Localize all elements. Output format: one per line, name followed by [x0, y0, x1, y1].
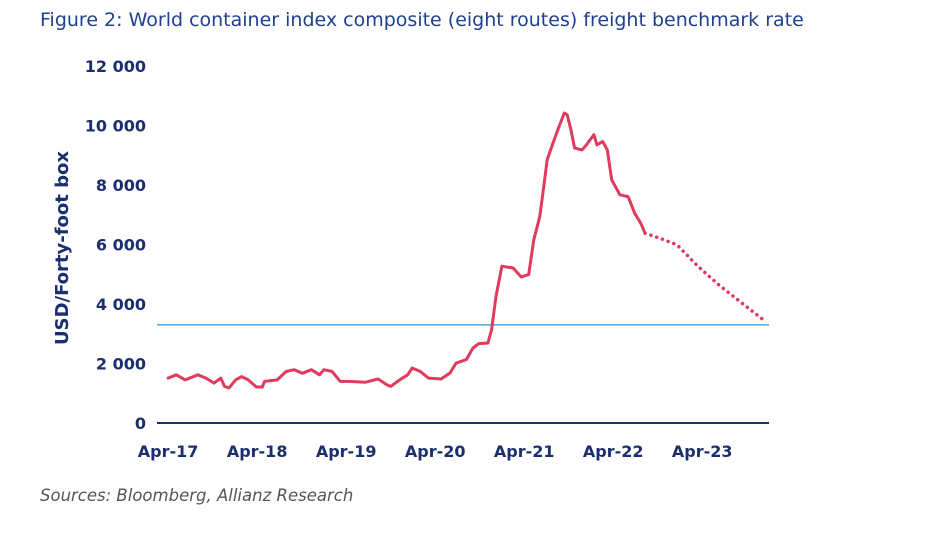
projection-line	[643, 231, 768, 324]
y-tick-label: 2 000	[96, 355, 146, 374]
x-tick-label: Apr-23	[672, 442, 733, 461]
chart-title: Figure 2: World container index composit…	[40, 9, 804, 31]
source-note: Sources: Bloomberg, Allianz Research	[40, 486, 354, 505]
y-tick-label: 4 000	[96, 295, 146, 314]
x-tick-label: Apr-22	[583, 442, 644, 461]
y-tick-label: 6 000	[96, 236, 146, 255]
y-tick-label: 12 000	[85, 57, 146, 76]
y-tick-label: 10 000	[85, 117, 146, 136]
y-axis-label: USD/Forty-foot box	[52, 151, 73, 345]
y-tick-label: 8 000	[96, 176, 146, 195]
x-tick-label: Apr-21	[494, 442, 555, 461]
x-tick-label: Apr-17	[138, 442, 199, 461]
x-tick-label: Apr-19	[316, 442, 377, 461]
x-tick-label: Apr-18	[227, 442, 288, 461]
y-tick-label: 0	[135, 414, 146, 433]
x-tick-label: Apr-20	[405, 442, 466, 461]
series-line	[166, 111, 647, 390]
